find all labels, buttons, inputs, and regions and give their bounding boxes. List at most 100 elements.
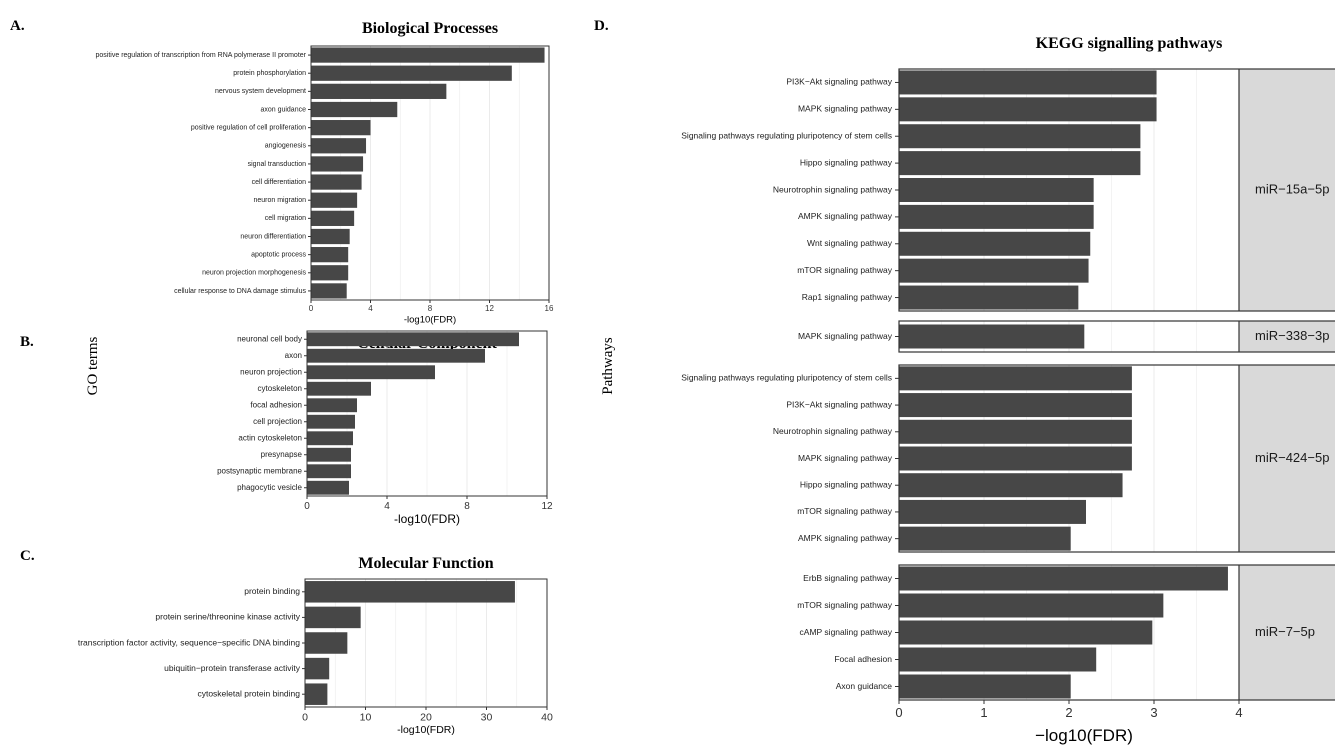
x-tick-label: 0	[895, 705, 902, 720]
category-label: phagocytic vesicle	[237, 483, 302, 492]
category-label: Axon guidance	[836, 681, 893, 691]
bar	[899, 97, 1157, 122]
category-label: MAPK signaling pathway	[798, 453, 893, 463]
bar	[307, 365, 435, 380]
x-tick-label: 30	[481, 712, 493, 724]
category-label: angiogenesis	[265, 143, 307, 150]
category-label: MAPK signaling pathway	[798, 331, 893, 341]
x-tick-label: 0	[302, 712, 308, 724]
category-label: cytoskeletal protein binding	[197, 688, 300, 698]
category-label: Focal adhesion	[834, 654, 892, 664]
chart-cellular-component: Cellular Componentneuronal cell bodyaxon…	[217, 330, 553, 526]
category-label: actin cytoskeleton	[238, 433, 302, 442]
category-label: mTOR signaling pathway	[797, 265, 893, 275]
bar	[305, 581, 515, 603]
facet-strip	[1239, 321, 1335, 352]
bar	[311, 65, 512, 81]
bar	[311, 138, 367, 154]
bar	[311, 101, 398, 118]
bar	[311, 174, 362, 190]
bar	[899, 647, 1097, 672]
chart-biological-processes: Biological Processes positive regulation …	[96, 20, 554, 326]
category-label: Neurotrophin signaling pathway	[773, 426, 893, 436]
category-label: protein binding	[244, 586, 300, 596]
category-label: neuron projection morphogenesis	[202, 270, 306, 277]
bar	[311, 265, 349, 281]
panel-label-a: A.	[10, 18, 25, 34]
bar	[311, 120, 371, 136]
facet-strip	[1239, 69, 1335, 311]
category-label: axon	[285, 351, 302, 360]
category-label: cell projection	[253, 417, 302, 426]
x-tick-label: 4	[384, 501, 390, 512]
panel-label-c: C.	[20, 548, 35, 564]
bar	[307, 464, 351, 479]
x-tick-label: 10	[360, 712, 372, 724]
category-label: PI3K−Akt signaling pathway	[786, 399, 892, 409]
category-label: AMPK signaling pathway	[798, 533, 893, 543]
bar	[899, 473, 1123, 498]
bar	[899, 231, 1091, 256]
bar	[311, 228, 350, 245]
facet-strip	[1239, 565, 1335, 700]
bar	[899, 204, 1094, 229]
category-label: Hippo signaling pathway	[800, 157, 893, 167]
plot-border	[898, 68, 1335, 312]
x-tick-label: 1	[980, 705, 987, 720]
category-label: Signaling pathways regulating pluripoten…	[681, 130, 892, 140]
bar	[899, 124, 1141, 149]
bar	[307, 332, 519, 347]
bar	[899, 285, 1079, 310]
y-axis-label: Pathways	[600, 337, 616, 395]
category-label: presynapse	[261, 450, 303, 459]
chart-molecular-function: Molecular Function protein binding protein…	[78, 555, 553, 736]
bar	[899, 258, 1089, 283]
category-label: neuron projection	[240, 367, 302, 376]
bar	[311, 247, 349, 263]
x-tick-label: 40	[541, 712, 553, 724]
category-label: Rap1 signaling pathway	[802, 292, 893, 302]
panel-label-b: B.	[20, 334, 34, 350]
category-label: signal transduction	[248, 161, 306, 168]
category-label: mTOR signaling pathway	[797, 600, 893, 610]
bar	[899, 593, 1164, 618]
bar	[307, 447, 351, 462]
plot-border	[898, 364, 1335, 553]
x-tick-label: 4	[368, 304, 373, 313]
category-label: cytoskeleton	[258, 384, 302, 393]
plot-border	[898, 564, 1335, 701]
plot-border	[306, 330, 548, 497]
facet-strip	[1239, 365, 1335, 552]
bar	[311, 192, 358, 208]
category-label: postsynaptic membrane	[217, 466, 302, 475]
bar	[305, 606, 361, 629]
category-label: nervous system development	[215, 88, 306, 95]
category-label: neuronal cell body	[237, 334, 302, 343]
x-tick-label: 0	[304, 501, 310, 512]
x-axis-label: -log10(FDR)	[397, 724, 455, 736]
bar	[899, 324, 1085, 349]
category-label: apoptotic process	[251, 251, 306, 258]
category-label: Hippo signaling pathway	[800, 479, 893, 489]
x-axis-label: −log10(FDR)	[1035, 726, 1133, 745]
category-label: cAMP signaling pathway	[800, 627, 893, 637]
facet-panel: ErbB signaling pathway mTOR signaling pat…	[797, 564, 1335, 701]
bar	[899, 151, 1141, 176]
bar	[307, 398, 357, 413]
bar	[307, 480, 349, 495]
category-label: positive regulation of cell proliferatio…	[191, 124, 306, 131]
chart-kegg-pathways: KEGG signalling pathways Pathways PI3K−Akt…	[600, 35, 1335, 745]
bar	[307, 431, 353, 446]
facet-panel: MAPK signaling pathway miR−338−3p	[798, 320, 1335, 353]
x-axis-label: -log10(FDR)	[394, 512, 460, 526]
category-label: Signaling pathways regulating pluripoten…	[681, 373, 892, 383]
category-label: cell differentiation	[252, 179, 306, 186]
category-label: cellular response to DNA damage stimulus	[174, 288, 306, 295]
bar	[311, 83, 447, 99]
category-label: protein phosphorylation	[233, 70, 306, 77]
bar	[899, 620, 1153, 645]
bar	[307, 414, 355, 429]
facet-panel: PI3K−Akt signaling pathway MAPK signaling…	[681, 68, 1335, 312]
bar	[311, 283, 347, 299]
category-label: mTOR signaling pathway	[797, 506, 893, 516]
